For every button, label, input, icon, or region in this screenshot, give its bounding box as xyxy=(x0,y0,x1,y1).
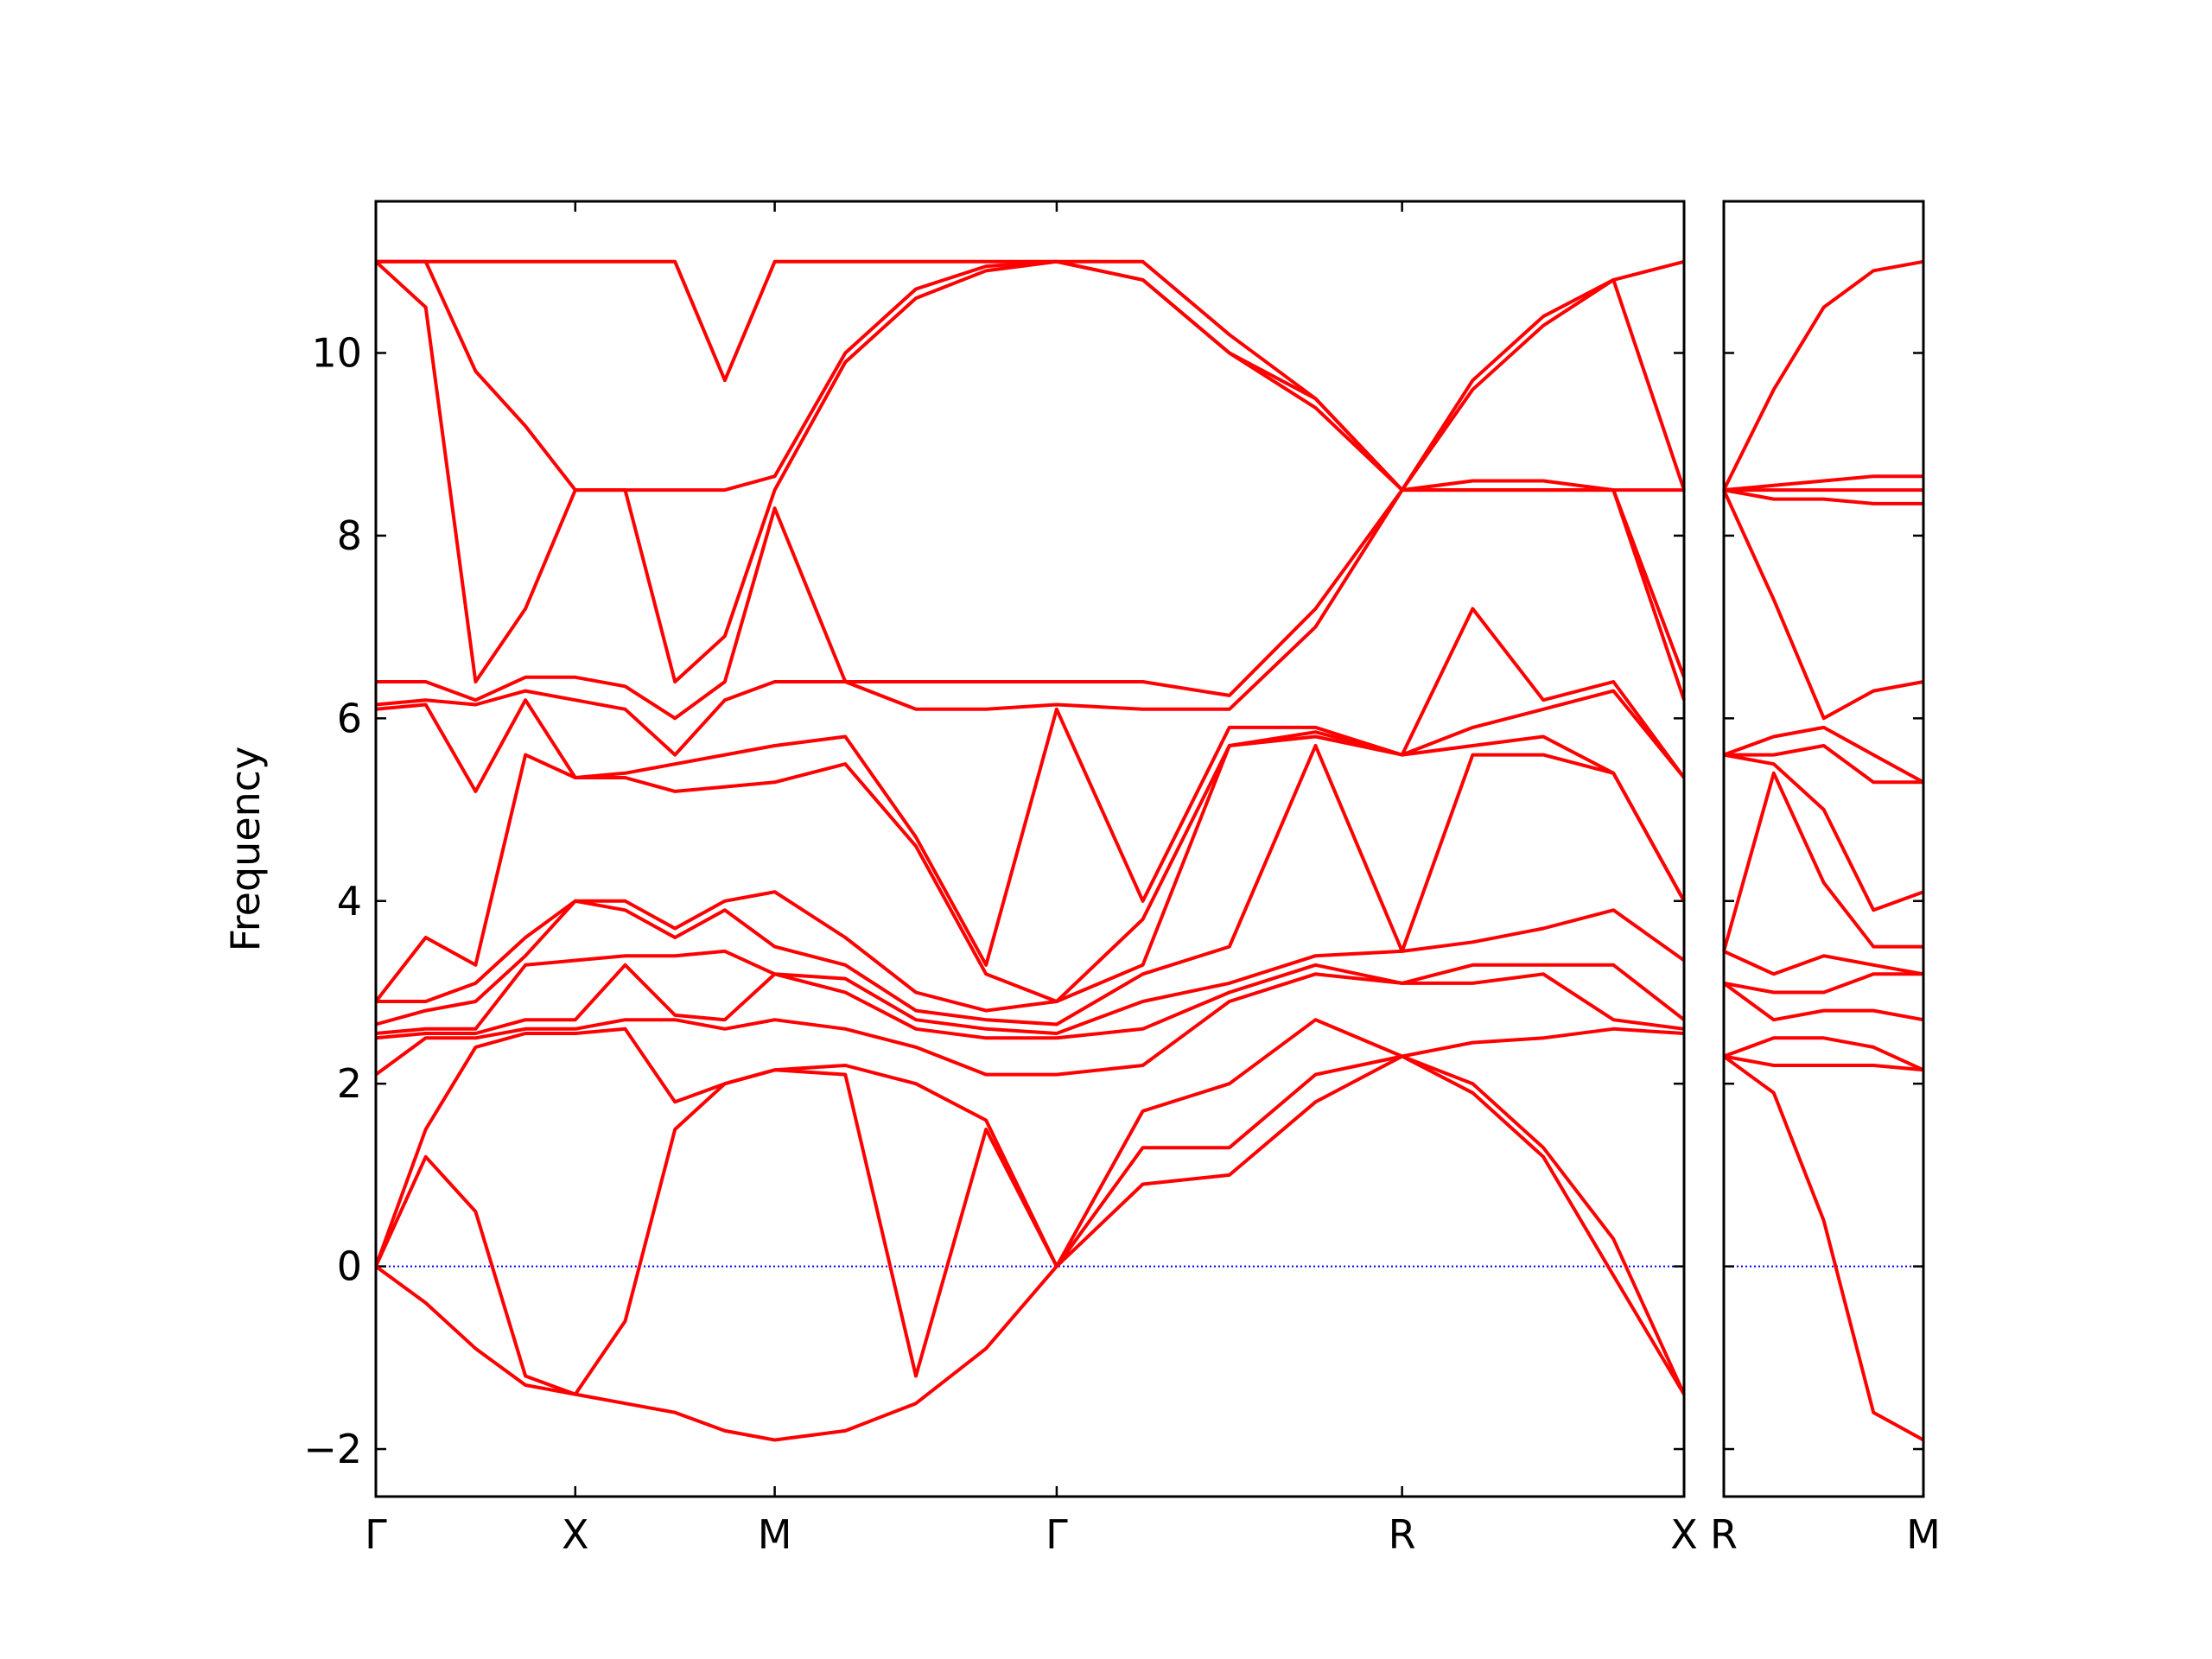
band-line xyxy=(1722,259,1924,491)
x-tick-label: R xyxy=(1389,1511,1416,1558)
x-tick-label: M xyxy=(1906,1511,1941,1558)
x-tick-label: R xyxy=(1710,1511,1738,1558)
band-line xyxy=(375,607,1686,967)
band-line xyxy=(1724,744,1923,785)
band-line xyxy=(375,488,1686,757)
y-tick-label: 2 xyxy=(337,1060,362,1107)
plot-frame xyxy=(1722,200,1925,1498)
band-line xyxy=(374,1054,1686,1442)
plot-frame xyxy=(374,200,1686,1498)
band-line xyxy=(1723,972,1923,995)
band-line xyxy=(1722,489,1924,721)
x-tick-label: M xyxy=(758,1511,792,1558)
x-tick-label: X xyxy=(562,1511,589,1558)
band-line xyxy=(1722,1054,1924,1442)
band-line xyxy=(374,689,1686,1003)
band-line xyxy=(376,259,1685,493)
x-tick-label: X xyxy=(1670,1511,1698,1558)
band-line xyxy=(375,908,1686,1035)
y-tick-label: 10 xyxy=(311,329,362,376)
band-line xyxy=(376,259,1686,493)
band-line xyxy=(376,488,1686,721)
band-line xyxy=(1723,488,1923,505)
band-line xyxy=(376,734,1686,1013)
band-line xyxy=(1723,474,1923,493)
band-line xyxy=(374,1018,1685,1268)
y-tick-label: 8 xyxy=(337,512,362,559)
band-line xyxy=(375,963,1686,1040)
band-line xyxy=(1722,982,1924,1022)
y-tick-label: 0 xyxy=(337,1243,362,1290)
band-line xyxy=(1723,1036,1924,1072)
band-line xyxy=(1723,1054,1924,1072)
y-tick-label: 6 xyxy=(337,695,362,741)
y-axis-label: Frequency xyxy=(222,747,269,952)
band-line xyxy=(1722,771,1923,952)
band-line xyxy=(1723,950,1924,976)
band-line xyxy=(374,259,1684,683)
x-tick-label: Γ xyxy=(1046,1511,1068,1558)
band-line xyxy=(374,972,1685,1077)
band-line xyxy=(1723,725,1924,785)
band-line xyxy=(1723,753,1924,912)
x-tick-label: Γ xyxy=(365,1511,387,1558)
band-line xyxy=(375,744,1686,1027)
band-line xyxy=(374,1054,1686,1396)
y-tick-label: −2 xyxy=(303,1426,362,1472)
y-tick-label: 4 xyxy=(337,878,362,925)
